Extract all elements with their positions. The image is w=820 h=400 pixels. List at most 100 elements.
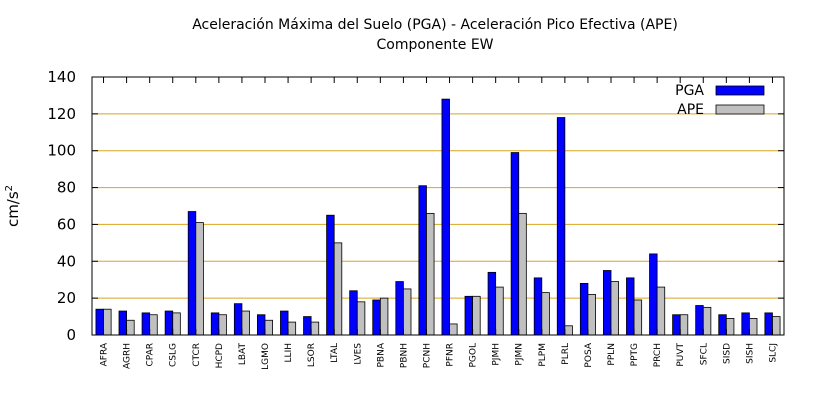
x-tick-label: SLCJ xyxy=(768,343,778,363)
chart-subtitle: Componente EW xyxy=(376,37,494,53)
bar-ape-cslg xyxy=(172,312,181,336)
plot-frame xyxy=(91,76,785,336)
bar-pga-lbat xyxy=(233,303,243,336)
bar-pga-posa xyxy=(579,282,589,336)
bar-pga-lgmo xyxy=(256,314,266,336)
x-tick-label: POSA xyxy=(584,342,594,367)
y-tick-label: 120 xyxy=(47,105,76,123)
y-tick-label: 100 xyxy=(47,142,76,160)
bar-pga-slcj xyxy=(764,312,773,336)
x-tick-label: PLPM xyxy=(538,343,548,367)
x-tick-label: PJMH xyxy=(492,343,502,366)
y-tick-label: 20 xyxy=(57,289,76,307)
y-ticks: 0 20 40 60 80 100 120 140 xyxy=(47,68,784,344)
bar-ape-ppln xyxy=(610,281,619,336)
y-tick-label: 140 xyxy=(47,68,76,86)
bar-pga-sisd xyxy=(718,314,727,336)
x-tick-label: PBNA xyxy=(376,342,386,367)
y-axis-label: cm/s2 xyxy=(4,185,22,227)
bar-pga-ltal xyxy=(326,214,335,336)
bar-pga-ctcr xyxy=(187,211,197,336)
x-tick-label: SISD xyxy=(722,343,732,364)
legend-swatch xyxy=(715,85,765,96)
bar-ape-sish xyxy=(749,318,758,336)
x-tick-label: LSOR xyxy=(307,343,317,367)
bar-ape-pjmn xyxy=(518,212,527,336)
x-tick-label: CSLG xyxy=(169,343,179,367)
x-tick-label: SFCL xyxy=(699,343,709,365)
bar-ape-pbnh xyxy=(402,288,412,336)
x-tick-label: PBNH xyxy=(399,343,409,368)
x-tick-label: CPAR xyxy=(146,343,156,367)
x-tick-label: CTCR xyxy=(192,343,202,367)
bar-ape-ltal xyxy=(333,242,343,336)
bar-pga-cpar xyxy=(141,312,151,336)
chart-title: Aceleración Máxima del Suelo (PGA) - Ace… xyxy=(192,17,678,33)
bar-ape-pfnr xyxy=(449,323,458,336)
x-tick-label: PPLN xyxy=(607,343,617,366)
bar-ape-lgmo xyxy=(264,319,273,336)
bar-ape-puvt xyxy=(679,314,689,336)
bar-pga-afra xyxy=(95,308,104,336)
x-tick-label: LTAL xyxy=(330,343,340,363)
bar-ape-sisd xyxy=(725,318,735,336)
bar-ape-pptg xyxy=(633,299,643,336)
bar-pga-pjmh xyxy=(487,271,497,336)
x-tick-label: LGMO xyxy=(261,343,271,370)
bar-ape-lbat xyxy=(241,310,250,336)
bar-ape-hcpd xyxy=(218,314,227,336)
bar-ape-pcnh xyxy=(426,212,435,336)
bar-pga-plpm xyxy=(533,277,543,336)
bar-ape-plrl xyxy=(564,325,573,336)
bar-pga-pjmn xyxy=(510,152,520,336)
y-tick-label: 80 xyxy=(57,179,76,197)
legend-label: APE xyxy=(677,102,704,118)
x-tick-label: PJMN xyxy=(515,343,525,366)
bar-pga-prch xyxy=(649,253,658,336)
x-tick-label: PCNH xyxy=(422,343,432,368)
x-tick-label: HCPD xyxy=(215,343,225,368)
x-tick-label: PFNR xyxy=(446,343,456,367)
x-tick-label: AGRH xyxy=(123,343,133,369)
bar-ape-lsor xyxy=(310,321,320,336)
legend-swatch xyxy=(715,104,765,115)
bar-ape-prch xyxy=(656,286,666,336)
grid-lines xyxy=(92,113,784,299)
x-tick-label: SISH xyxy=(745,343,755,364)
bar-pga-plrl xyxy=(556,117,566,336)
legend-label: PGA xyxy=(675,83,704,99)
bar-pga-pbna xyxy=(372,299,381,336)
bar-ape-pbna xyxy=(379,297,389,336)
x-tick-label: LVES xyxy=(353,343,363,365)
x-tick-label: PLRL xyxy=(561,343,571,365)
bar-ape-cpar xyxy=(149,314,158,336)
bar-pga-llih xyxy=(280,310,289,336)
bar-ape-slcj xyxy=(772,316,781,336)
bars-group xyxy=(95,98,781,336)
bar-pga-pgol xyxy=(464,295,473,336)
bar-pga-sfcl xyxy=(695,305,704,336)
x-tick-label: PUVT xyxy=(676,343,686,367)
y-tick-label: 40 xyxy=(57,252,76,270)
x-tick-label: LBAT xyxy=(238,343,248,366)
x-tick-label: AFRA xyxy=(100,342,110,366)
bar-pga-agrh xyxy=(118,310,127,336)
x-tick-label: PPTG xyxy=(630,343,640,366)
bar-ape-plpm xyxy=(541,292,550,336)
bar-pga-puvt xyxy=(672,314,681,336)
bar-pga-pcnh xyxy=(418,185,427,336)
bar-pga-sish xyxy=(741,312,750,336)
bar-pga-pptg xyxy=(626,277,635,336)
bar-pga-cslg xyxy=(164,310,174,336)
bar-pga-hcpd xyxy=(210,312,220,336)
bar-ape-posa xyxy=(587,294,596,336)
legend: PGA APE xyxy=(675,83,765,118)
bar-ape-sfcl xyxy=(702,306,712,336)
x-tick-label: LLIH xyxy=(284,343,294,362)
bar-pga-lves xyxy=(349,290,358,336)
bar-ape-pgol xyxy=(472,295,481,336)
bar-pga-pfnr xyxy=(441,98,450,336)
y-tick-label: 0 xyxy=(66,326,76,344)
bar-pga-ppln xyxy=(603,270,612,336)
bar-pga-lsor xyxy=(303,316,312,336)
